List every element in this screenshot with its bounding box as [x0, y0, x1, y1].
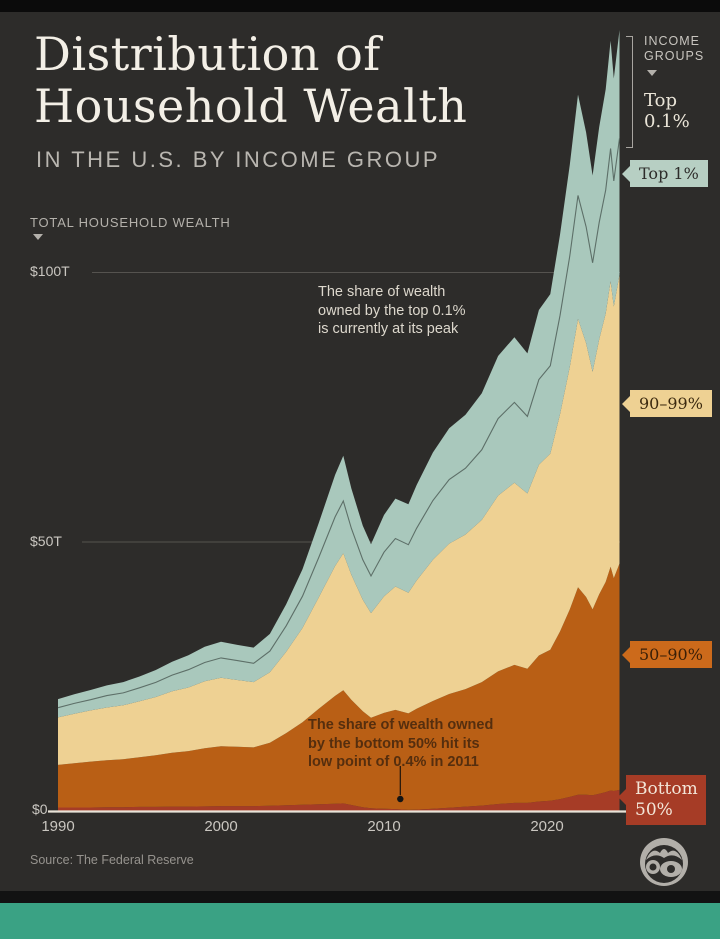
area-bottom50	[58, 789, 620, 812]
footer-bar: voronoi BY VISUAL CAPITALIST Where Data …	[0, 903, 720, 939]
y-tick-100t: $100T	[30, 263, 70, 279]
legend-label-top01: Top 0.1%	[644, 90, 690, 132]
top-black-strip	[0, 0, 720, 12]
annotation-top-01-peak: The share of wealth owned by the top 0.1…	[318, 284, 466, 337]
page-subtitle: IN THE U.S. BY INCOME GROUP	[36, 147, 441, 172]
source-credit: Source: The Federal Reserve	[30, 853, 194, 867]
y-axis-title: TOTAL HOUSEHOLD WEALTH	[30, 215, 231, 230]
visual-capitalist-logo	[640, 838, 688, 886]
title-line-1: Distribution of	[34, 27, 381, 81]
annotation-pointer-dot	[397, 795, 404, 803]
annotation-bottom50-low: The share of wealth owned by the bottom …	[308, 717, 494, 770]
area-top01	[58, 30, 620, 708]
legend-badge-50-90: 50–90%	[622, 641, 712, 668]
legend-arrow-icon	[647, 70, 657, 76]
legend-badge-bottom50: Bottom 50%	[618, 775, 706, 825]
y-tick-0: $0	[32, 801, 48, 817]
x-tick-2010: 2010	[367, 818, 401, 835]
stacked-areas	[58, 30, 620, 812]
area-top1ex	[58, 138, 620, 718]
legend-badge-top1: Top 1%	[622, 160, 708, 187]
top01-bracket	[626, 36, 633, 148]
top01-boundary-line	[57, 138, 621, 709]
legend-badge-90-99: 90–99%	[622, 390, 712, 417]
axis-title-arrow-icon	[33, 234, 43, 240]
title-line-2: Household Wealth	[34, 79, 468, 133]
pre-footer-strip	[0, 891, 720, 903]
x-tick-2000: 2000	[204, 818, 238, 835]
page-title: Distribution of Household Wealth	[34, 28, 634, 132]
chart-overlays	[48, 138, 640, 813]
area-p50_90	[58, 563, 620, 810]
area-p90_99	[58, 274, 620, 765]
legend-title: INCOME GROUPS	[644, 34, 705, 63]
x-tick-1990: 1990	[41, 818, 75, 835]
y-tick-50t: $50T	[30, 533, 62, 549]
x-tick-2020: 2020	[530, 818, 564, 835]
